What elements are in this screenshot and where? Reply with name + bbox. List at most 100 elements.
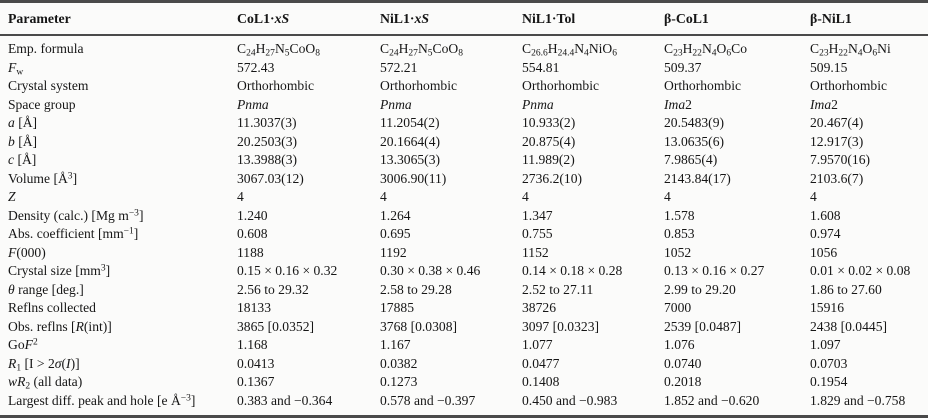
parameter-cell: b [Å] [8, 133, 38, 149]
compound-column-header: β-CoL1 [664, 1, 810, 36]
table-row: Abs. coefficient [mm−1] 0.608 0.695 0.755 0.… [0, 225, 928, 244]
value-cell: 3768 [0.0308] [380, 318, 458, 334]
value-cell: 11.3037(3) [237, 115, 297, 131]
value-cell: 11.989(2) [522, 152, 575, 168]
value-cell: 0.13 × 0.16 × 0.27 [664, 263, 765, 279]
value-cell: 0.608 [237, 226, 268, 242]
parameter-cell: Fw [8, 59, 24, 77]
value-cell: 554.81 [522, 59, 560, 75]
table-row: Space group Pnma Pnma Pnma Ima2 Ima2 [0, 96, 928, 115]
value-cell: 1.608 [810, 207, 841, 223]
value-cell: 11.2054(2) [380, 115, 440, 131]
value-cell: 2736.2(10) [522, 170, 583, 186]
value-cell: 20.875(4) [522, 133, 576, 149]
parameter-cell: Volume [Å3] [8, 170, 78, 186]
value-cell: 20.2503(3) [237, 133, 298, 149]
table-row: a [Å] 11.3037(3) 11.2054(2) 10.933(2) 20.548… [0, 114, 928, 133]
value-cell: 2.52 to 27.11 [522, 281, 594, 297]
value-cell: 2.99 to 29.20 [664, 281, 736, 297]
value-cell: 4 [664, 189, 671, 205]
parameter-cell: Z [8, 189, 16, 205]
parameter-cell: GoF2 [8, 337, 38, 353]
table-row: Fw 572.43 572.21 554.81 509.37 509.15 [0, 59, 928, 78]
table-row: Density (calc.) [Mg m−3] 1.240 1.264 1.347 1… [0, 207, 928, 226]
parameter-cell: Space group [8, 96, 76, 112]
table-row: Largest diff. peak and hole [e Å−3] 0.383… [0, 392, 928, 417]
value-cell: 0.695 [380, 226, 411, 242]
table-row: Reflns collected 18133 17885 38726 7000 15916 [0, 299, 928, 318]
value-cell: 4 [380, 189, 387, 205]
value-cell: 1.167 [380, 337, 411, 353]
value-cell: 4 [522, 189, 529, 205]
parameter-cell: Obs. reflns [R(int)] [8, 318, 112, 334]
value-cell: 1052 [664, 244, 692, 260]
value-cell: 0.2018 [664, 374, 702, 390]
value-cell: 1.578 [664, 207, 695, 223]
value-cell: 0.15 × 0.16 × 0.32 [237, 263, 338, 279]
table-row: F(000) 1188 1192 1152 1052 1056 [0, 244, 928, 263]
value-cell: C23H22N4O6Ni [810, 41, 891, 59]
value-cell: 4 [237, 189, 244, 205]
parameter-column-header: Parameter [0, 1, 237, 36]
value-cell: Orthorhombic [810, 78, 888, 94]
value-cell: 1.347 [522, 207, 553, 223]
parameter-cell: a [Å] [8, 115, 38, 131]
value-cell: 1.077 [522, 337, 553, 353]
value-cell: 0.0740 [664, 355, 702, 371]
table-body: Emp. formula C24H27N5CoO8 C24H27N5CoO8 C26.… [0, 35, 928, 417]
parameter-cell: Emp. formula [8, 41, 84, 57]
compound-column-header: CoL1·xS [237, 1, 380, 36]
value-cell: 2.56 to 29.32 [237, 281, 309, 297]
value-cell: 3865 [0.0352] [237, 318, 315, 334]
value-cell: Orthorhombic [237, 78, 315, 94]
header-row: Parameter CoL1·xS NiL1·xS NiL1·Tol β-CoL1 β-N… [0, 1, 928, 36]
parameter-cell: Density (calc.) [Mg m−3] [8, 207, 144, 223]
value-cell: 1.240 [237, 207, 268, 223]
value-cell: 1056 [810, 244, 838, 260]
table-row: b [Å] 20.2503(3) 20.1664(4) 20.875(4) 13.063… [0, 133, 928, 152]
value-cell: 0.0477 [522, 355, 560, 371]
value-cell: 17885 [380, 300, 414, 316]
value-cell: 20.1664(4) [380, 133, 441, 149]
value-cell: 0.1367 [237, 374, 275, 390]
value-cell: Ima2 [810, 96, 838, 112]
value-cell: 0.853 [664, 226, 695, 242]
value-cell: 0.1954 [810, 374, 848, 390]
value-cell: 0.974 [810, 226, 841, 242]
table-header: Parameter CoL1·xS NiL1·xS NiL1·Tol β-CoL1 β-N… [0, 1, 928, 36]
table-row: wR2 (all data) 0.1367 0.1273 0.1408 0.2018 0.… [0, 373, 928, 392]
value-cell: 1152 [522, 244, 549, 260]
table-row: GoF2 1.168 1.167 1.077 1.076 1.097 [0, 336, 928, 355]
value-cell: 0.1408 [522, 374, 560, 390]
table-row: Crystal size [mm3] 0.15 × 0.16 × 0.32 0.30… [0, 262, 928, 281]
parameter-cell: Crystal size [mm3] [8, 263, 111, 279]
value-cell: 1.076 [664, 337, 695, 353]
value-cell: 7.9570(16) [810, 152, 871, 168]
value-cell: 0.755 [522, 226, 553, 242]
compound-column-header: NiL1·Tol [522, 1, 664, 36]
compound-column-header: β-NiL1 [810, 1, 928, 36]
value-cell: 1.097 [810, 337, 841, 353]
parameter-cell: θ range [deg.] [8, 281, 84, 297]
parameter-cell: Largest diff. peak and hole [e Å−3] [8, 392, 196, 408]
value-cell: 0.383 and −0.364 [237, 392, 333, 408]
value-cell: 1188 [237, 244, 264, 260]
value-cell: 2103.6(7) [810, 170, 864, 186]
value-cell: 0.30 × 0.38 × 0.46 [380, 263, 481, 279]
value-cell: 1.264 [380, 207, 411, 223]
value-cell: 2539 [0.0487] [664, 318, 742, 334]
value-cell: 1.168 [237, 337, 268, 353]
table-row: c [Å] 13.3988(3) 13.3065(3) 11.989(2) 7.9865… [0, 151, 928, 170]
value-cell: 3097 [0.0323] [522, 318, 600, 334]
parameter-cell: Abs. coefficient [mm−1] [8, 226, 139, 242]
table-row: Emp. formula C24H27N5CoO8 C24H27N5CoO8 C26.… [0, 35, 928, 59]
value-cell: 509.15 [810, 59, 848, 75]
value-cell: Orthorhombic [664, 78, 742, 94]
value-cell: 0.578 and −0.397 [380, 392, 476, 408]
value-cell: 15916 [810, 300, 844, 316]
value-cell: C23H22N4O6Co [664, 41, 747, 59]
value-cell: 1.86 to 27.60 [810, 281, 882, 297]
parameter-cell: Reflns collected [8, 300, 96, 316]
